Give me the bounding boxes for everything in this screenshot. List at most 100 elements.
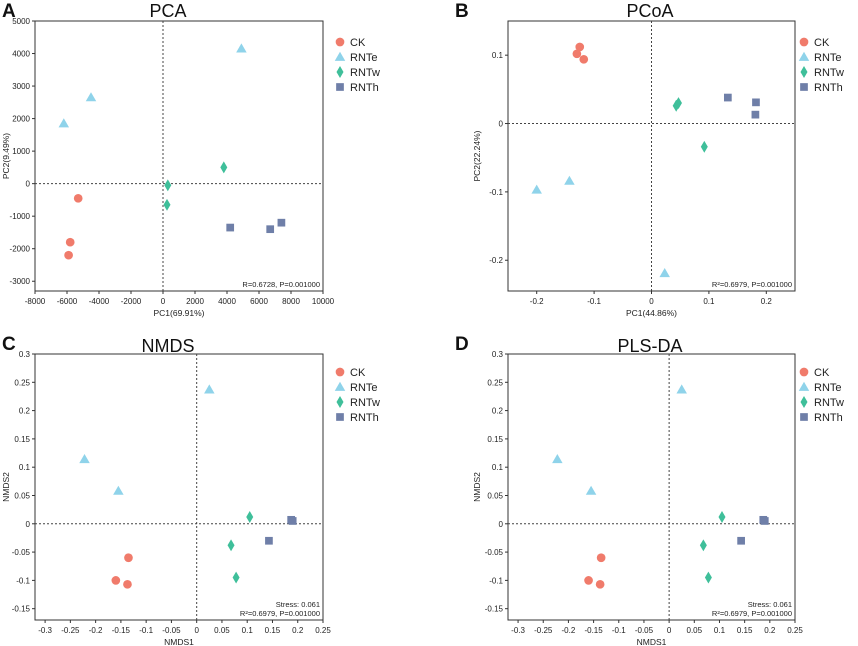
point-ck bbox=[123, 580, 132, 589]
legend-label: RNTw bbox=[350, 397, 380, 409]
x-axis-label: PC1(69.91%) bbox=[153, 308, 204, 318]
stats-annotation: R²=0.6979, P=0.001000 bbox=[712, 280, 792, 289]
plot-frame bbox=[34, 353, 324, 621]
chart-title: NMDS bbox=[142, 336, 195, 356]
legend-label: RNTe bbox=[814, 52, 842, 64]
x-tick-label: 0.25 bbox=[315, 626, 331, 635]
legend-label: RNTh bbox=[814, 82, 843, 94]
legend-marker-rntw bbox=[800, 396, 808, 408]
legend-label: RNTe bbox=[814, 382, 842, 394]
y-tick-label: 0.05 bbox=[14, 491, 30, 500]
plot-frame bbox=[34, 20, 324, 292]
legend-label: RNTw bbox=[814, 397, 844, 409]
point-rnth bbox=[760, 517, 769, 525]
y-tick-label: 0.15 bbox=[487, 435, 503, 444]
x-tick-label: -0.05 bbox=[635, 626, 654, 635]
x-tick-label: -0.1 bbox=[612, 626, 626, 635]
x-tick-label: -0.25 bbox=[61, 626, 80, 635]
y-tick-label: 0.1 bbox=[492, 463, 504, 472]
x-tick-label: -0.1 bbox=[139, 626, 153, 635]
chart-title: PLS-DA bbox=[617, 336, 682, 356]
point-rnte bbox=[659, 267, 670, 278]
point-rnte bbox=[552, 454, 563, 464]
x-tick-label: 0.2 bbox=[292, 626, 304, 635]
x-tick-label: -0.15 bbox=[112, 626, 131, 635]
y-axis-label: PC2(9.49%) bbox=[1, 133, 11, 179]
legend-marker-rntw bbox=[336, 66, 344, 78]
legend: CK RNTe RNTw RNTh bbox=[334, 367, 380, 424]
point-rnte bbox=[113, 485, 124, 495]
y-tick-label: -0.1 bbox=[489, 188, 503, 197]
x-tick-label: 8000 bbox=[282, 297, 300, 306]
x-tick-label: -0.15 bbox=[584, 626, 603, 635]
legend-label: RNTe bbox=[350, 382, 378, 394]
point-rnth bbox=[226, 223, 235, 232]
y-tick-label: -0.1 bbox=[489, 576, 503, 585]
x-tick-label: 4000 bbox=[218, 297, 236, 306]
stats-annotation: R²=0.6979, P=0.001000 bbox=[240, 609, 320, 618]
panel-letter: C bbox=[2, 334, 16, 355]
x-tick-label: 0.25 bbox=[787, 626, 803, 635]
x-tick-label: 0.05 bbox=[687, 626, 703, 635]
point-ck bbox=[596, 553, 606, 563]
point-rnte bbox=[564, 175, 575, 185]
point-rnte bbox=[585, 485, 597, 495]
point-rntw bbox=[704, 571, 712, 584]
y-tick-label: -1000 bbox=[10, 212, 31, 221]
point-rntw bbox=[674, 97, 682, 109]
chart-title: PCoA bbox=[626, 1, 673, 21]
y-tick-label: 0 bbox=[499, 520, 504, 529]
y-tick-label: 0.05 bbox=[487, 491, 503, 500]
point-ck bbox=[73, 193, 83, 203]
x-tick-label: -0.1 bbox=[587, 297, 601, 306]
y-tick-label: 0.15 bbox=[14, 435, 30, 444]
stats-annotation: Stress: 0.061 bbox=[276, 600, 320, 609]
point-rnth bbox=[737, 536, 745, 545]
x-tick-label: -2000 bbox=[121, 297, 142, 306]
legend-marker-ck bbox=[799, 37, 809, 47]
y-tick-label: -0.2 bbox=[489, 256, 503, 265]
legend-marker-ck bbox=[799, 367, 809, 377]
point-rnte bbox=[676, 384, 687, 394]
x-tick-label: 0.1 bbox=[703, 297, 715, 306]
y-tick-label: 0.1 bbox=[19, 463, 31, 472]
stats-annotation: Stress: 0.061 bbox=[748, 600, 792, 609]
point-ck bbox=[575, 42, 585, 52]
point-rntw bbox=[246, 511, 254, 523]
legend-marker-ck bbox=[335, 367, 345, 377]
point-rntw bbox=[718, 511, 726, 523]
x-tick-label: -0.05 bbox=[162, 626, 181, 635]
point-rntw bbox=[699, 539, 707, 552]
point-ck bbox=[595, 580, 605, 589]
y-tick-label: 0.1 bbox=[492, 51, 504, 60]
point-ck bbox=[572, 49, 582, 59]
stats-annotation: R=0.6728, P=0.001000 bbox=[242, 280, 320, 289]
y-tick-label: 1000 bbox=[12, 147, 30, 156]
x-tick-label: 10000 bbox=[312, 297, 335, 306]
point-ck bbox=[579, 54, 589, 64]
y-tick-label: 0 bbox=[26, 180, 31, 189]
legend: CK RNTe RNTw RNTh bbox=[334, 37, 380, 94]
panel-b: B PCoA -0.2 -0.1 0 0.1 0.2 -0.2 -0.1 0 0.1 PC1(44.8… bbox=[455, 1, 844, 318]
y-tick-label: 0.25 bbox=[14, 378, 30, 387]
y-axis-label: NMDS2 bbox=[1, 472, 11, 502]
x-tick-label: 2000 bbox=[186, 297, 204, 306]
point-ck bbox=[584, 576, 593, 585]
point-rntw bbox=[220, 161, 228, 174]
y-tick-label: 0.2 bbox=[492, 407, 504, 416]
x-tick-label: 6000 bbox=[250, 297, 268, 306]
panel-a: A PCA -8000 -6000 -4000 -2000 0 2000 4000 6000 800… bbox=[1, 1, 380, 318]
point-rnth bbox=[288, 517, 297, 525]
x-tick-label: -4000 bbox=[89, 297, 110, 306]
point-rnth bbox=[751, 110, 760, 119]
point-rnth bbox=[277, 218, 286, 227]
point-ck bbox=[65, 237, 75, 247]
y-tick-label: -3000 bbox=[10, 277, 31, 286]
x-tick-label: -6000 bbox=[57, 297, 78, 306]
legend-marker-rnth bbox=[336, 83, 344, 91]
x-tick-label: 0 bbox=[667, 626, 672, 635]
x-tick-label: 0.05 bbox=[214, 626, 230, 635]
stats-annotation: R²=0.6979, P=0.001000 bbox=[712, 609, 792, 618]
point-rnth bbox=[266, 225, 275, 234]
point-ck bbox=[64, 250, 73, 260]
